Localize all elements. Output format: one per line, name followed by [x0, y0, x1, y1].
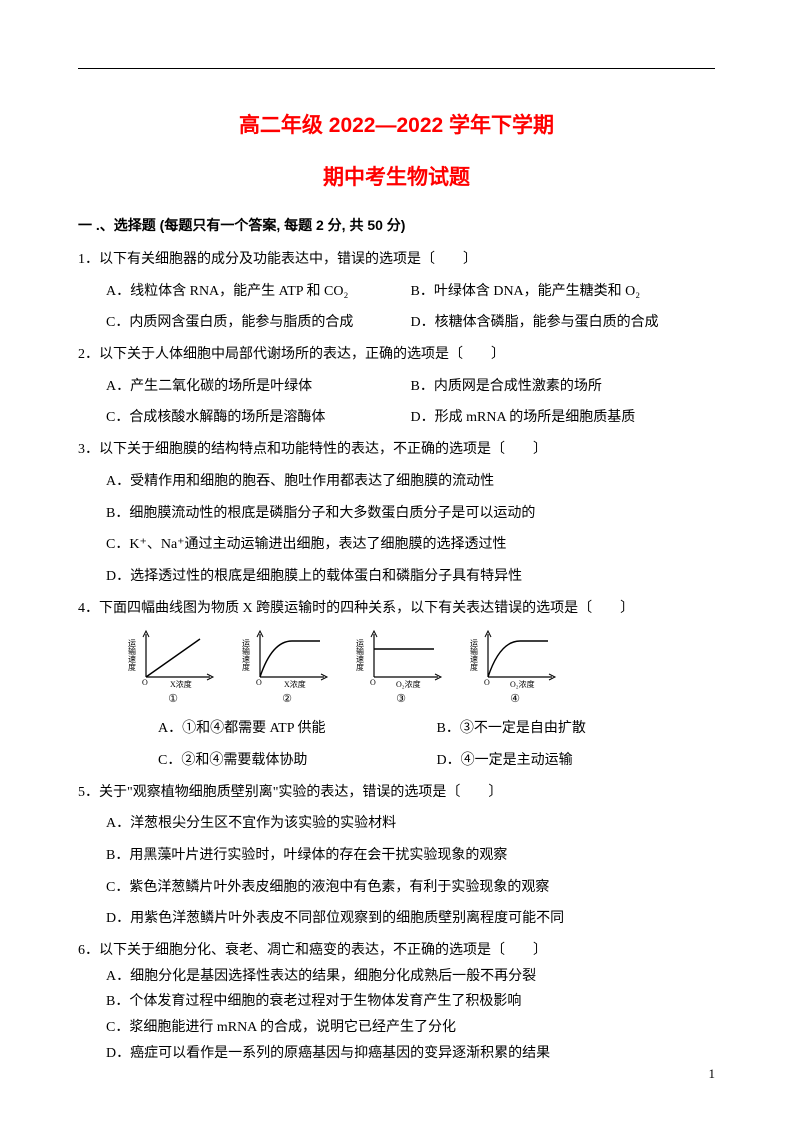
- q4-opt-b: B．③不一定是自由扩散: [437, 718, 716, 740]
- graph-2: 运输速度 O X浓度 ②: [242, 629, 332, 708]
- q3-opt-b: B．细胞膜流动性的根底是磷脂分子和大多数蛋白质分子是可以运动的: [78, 503, 715, 525]
- q1-opt-b: B．叶绿体含 DNA，能产生糖类和 O₂: [411, 281, 716, 303]
- title-line-1: 高二年级 2022—2022 学年下学期: [78, 109, 715, 139]
- top-horizontal-rule: [78, 68, 715, 69]
- q4-opt-d: D．④一定是主动运输: [437, 750, 716, 772]
- q2-stem: 2．以下关于人体细胞中局部代谢场所的表达，正确的选项是〔 〕: [78, 344, 715, 366]
- q4-stem: 4．下面四幅曲线图为物质 X 跨膜运输时的四种关系，以下有关表达错误的选项是〔 …: [78, 598, 715, 620]
- g4-ylabel: 运输速度: [470, 639, 479, 672]
- graph-1: 运输速度 O X浓度 ①: [128, 629, 218, 708]
- question-3: 3．以下关于细胞膜的结构特点和功能特性的表达，不正确的选项是〔 〕 A．受精作用…: [78, 439, 715, 587]
- g4-num: ④: [470, 691, 560, 708]
- q1-opt-a: A．线粒体含 RNA，能产生 ATP 和 CO₂: [106, 281, 411, 303]
- q3-stem: 3．以下关于细胞膜的结构特点和功能特性的表达，不正确的选项是〔 〕: [78, 439, 715, 461]
- g1-num: ①: [128, 691, 218, 708]
- q3-opt-c: C．K⁺、Na⁺通过主动运输进出细胞，表达了细胞膜的选择透过性: [78, 534, 715, 556]
- question-6: 6．以下关于细胞分化、衰老、凋亡和癌变的表达，不正确的选项是〔 〕 A．细胞分化…: [78, 940, 715, 1064]
- q4-graphs: 运输速度 O X浓度 ① 运输速度: [78, 629, 715, 708]
- q5-stem: 5．关于"观察植物细胞质壁别离"实验的表达，错误的选项是〔 〕: [78, 782, 715, 804]
- q4-opt-c: C．②和④需要载体协助: [158, 750, 437, 772]
- g3-xlabel: O₂浓度: [396, 679, 421, 689]
- q1-stem: 1．以下有关细胞器的成分及功能表达中，错误的选项是〔 〕: [78, 249, 715, 271]
- q6-stem: 6．以下关于细胞分化、衰老、凋亡和癌变的表达，不正确的选项是〔 〕: [78, 940, 715, 962]
- g1-xlabel: X浓度: [170, 679, 192, 689]
- q5-opt-b: B．用黑藻叶片进行实验时，叶绿体的存在会干扰实验现象的观察: [78, 845, 715, 867]
- q6-opt-b: B．个体发育过程中细胞的衰老过程对于生物体发育产生了积极影响: [78, 991, 715, 1013]
- svg-text:O: O: [256, 678, 262, 687]
- page-number: 1: [709, 1066, 716, 1082]
- q5-opt-d: D．用紫色洋葱鳞片叶外表皮不同部位观察到的细胞质壁别离程度可能不同: [78, 908, 715, 930]
- svg-text:O: O: [142, 678, 148, 687]
- question-2: 2．以下关于人体细胞中局部代谢场所的表达，正确的选项是〔 〕 A．产生二氧化碳的…: [78, 344, 715, 429]
- section-heading: 一 .、选择题 (每题只有一个答案, 每题 2 分, 共 50 分): [78, 215, 715, 235]
- g2-num: ②: [242, 691, 332, 708]
- g1-ylabel: 运输速度: [128, 639, 137, 672]
- q6-opt-c: C．浆细胞能进行 mRNA 的合成，说明它已经产生了分化: [78, 1017, 715, 1039]
- question-4: 4．下面四幅曲线图为物质 X 跨膜运输时的四种关系，以下有关表达错误的选项是〔 …: [78, 598, 715, 772]
- question-5: 5．关于"观察植物细胞质壁别离"实验的表达，错误的选项是〔 〕 A．洋葱根尖分生…: [78, 782, 715, 930]
- q3-opt-a: A．受精作用和细胞的胞吞、胞吐作用都表达了细胞膜的流动性: [78, 471, 715, 493]
- q3-opt-d: D．选择透过性的根底是细胞膜上的载体蛋白和磷脂分子具有特异性: [78, 566, 715, 588]
- q2-opt-c: C．合成核酸水解酶的场所是溶酶体: [106, 407, 411, 429]
- graph-4: 运输速度 O O₂浓度 ④: [470, 629, 560, 708]
- g2-ylabel: 运输速度: [242, 639, 251, 672]
- g2-xlabel: X浓度: [284, 679, 306, 689]
- g3-num: ③: [356, 691, 446, 708]
- q2-opt-b: B．内质网是合成性激素的场所: [411, 376, 716, 398]
- q5-opt-c: C．紫色洋葱鳞片叶外表皮细胞的液泡中有色素，有利于实验现象的观察: [78, 877, 715, 899]
- graph-3: 运输速度 O O₂浓度 ③: [356, 629, 446, 708]
- g4-xlabel: O₂浓度: [510, 679, 535, 689]
- g3-ylabel: 运输速度: [356, 639, 365, 672]
- q6-opt-d: D．癌症可以看作是一系列的原癌基因与抑癌基因的变异逐渐积累的结果: [78, 1043, 715, 1065]
- q5-opt-a: A．洋葱根尖分生区不宜作为该实验的实验材料: [78, 813, 715, 835]
- q6-opt-a: A．细胞分化是基因选择性表达的结果，细胞分化成熟后一般不再分裂: [78, 966, 715, 988]
- title-line-2: 期中考生物试题: [78, 161, 715, 191]
- q2-opt-a: A．产生二氧化碳的场所是叶绿体: [106, 376, 411, 398]
- q1-opt-d: D．核糖体含磷脂，能参与蛋白质的合成: [411, 312, 716, 334]
- q1-opt-c: C．内质网含蛋白质，能参与脂质的合成: [106, 312, 411, 334]
- svg-text:O: O: [370, 678, 376, 687]
- svg-text:O: O: [484, 678, 490, 687]
- q2-opt-d: D．形成 mRNA 的场所是细胞质基质: [411, 407, 716, 429]
- question-1: 1．以下有关细胞器的成分及功能表达中，错误的选项是〔 〕 A．线粒体含 RNA，…: [78, 249, 715, 334]
- q4-opt-a: A．①和④都需要 ATP 供能: [158, 718, 437, 740]
